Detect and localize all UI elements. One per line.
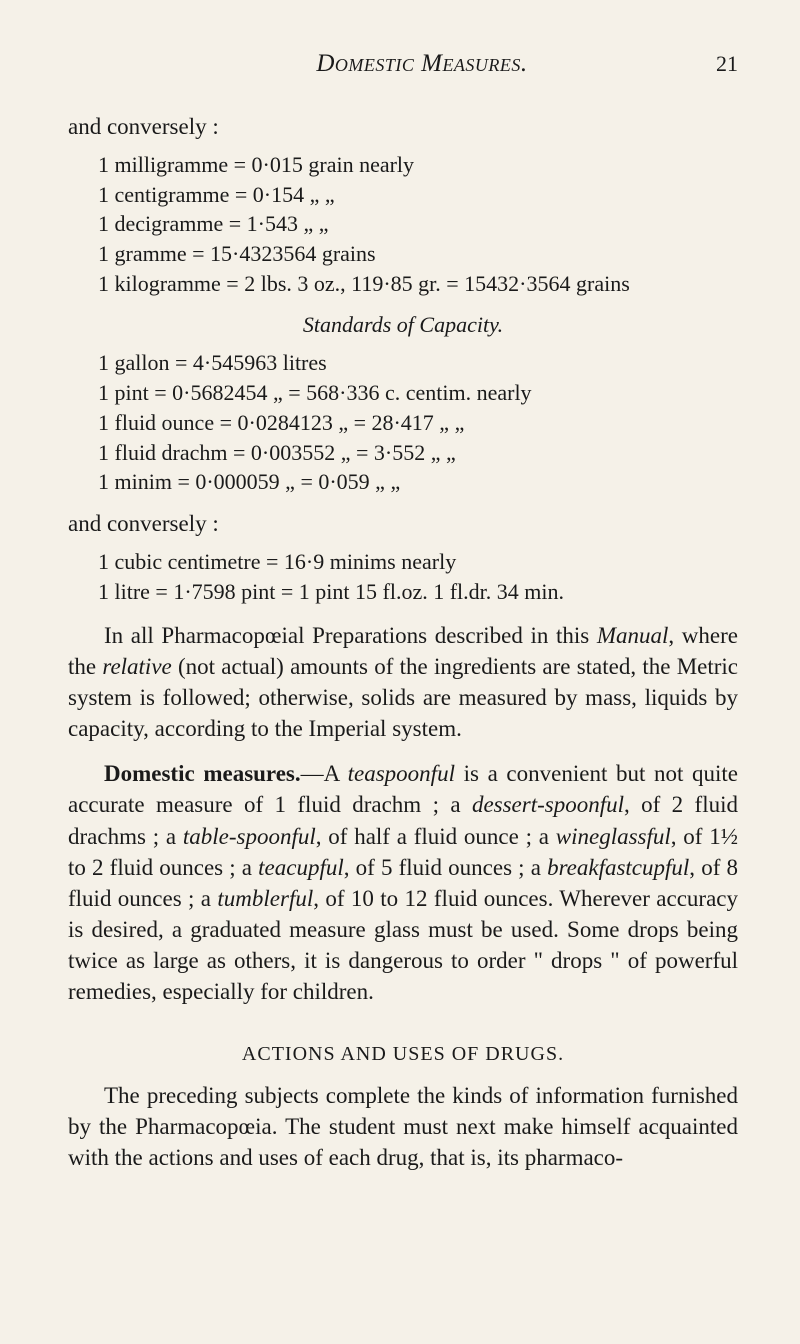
mass-line: 1 kilogramme = 2 lbs. 3 oz., 119·85 gr. … [98, 269, 738, 299]
p2-i3: table-spoonful [183, 824, 316, 849]
paragraph-1: In all Pharmacopœial Preparations descri… [68, 620, 738, 744]
p2-i6: breakfastcupful [547, 855, 689, 880]
cap-line: 1 pint = 0·5682454 „ = 568·336 c. centim… [98, 378, 738, 408]
conv-line: 1 litre = 1·7598 pint = 1 pint 15 fl.oz.… [98, 577, 738, 607]
cap-line: 1 minim = 0·000059 „ = 0·059 „ „ [98, 467, 738, 497]
p1-pre: In all Pharmacopœial Preparations descri… [104, 623, 597, 648]
capacity-block: 1 gallon = 4·545963 litres 1 pint = 0·56… [98, 348, 738, 496]
page-number: 21 [716, 51, 738, 77]
converse-1: and conversely : [68, 114, 738, 140]
p2-d: , of half a fluid ounce ; a [316, 824, 556, 849]
standards-title: Standards of Capacity. [68, 312, 738, 338]
subhead-actions: ACTIONS AND USES OF DRUGS. [68, 1043, 738, 1066]
header-title: Domestic Measures. [128, 50, 716, 78]
mass-line: 1 milligramme = 0·015 grain nearly [98, 150, 738, 180]
conv-line: 1 cubic centimetre = 16·9 minims nearly [98, 547, 738, 577]
mass-block: 1 milligramme = 0·015 grain nearly 1 cen… [98, 150, 738, 298]
paragraph-2: Domestic measures.—A teaspoonful is a co… [68, 758, 738, 1006]
converse-2: and conversely : [68, 511, 738, 537]
cap-line: 1 gallon = 4·545963 litres [98, 348, 738, 378]
cap-line: 1 fluid drachm = 0·003552 „ = 3·552 „ „ [98, 438, 738, 468]
page-header: Domestic Measures. 21 [68, 50, 738, 78]
p2-i1: teaspoonful [348, 761, 455, 786]
mass-line: 1 decigramme = 1·543 „ „ [98, 209, 738, 239]
p2-f: , of 5 fluid ounces ; a [344, 855, 547, 880]
p1-i1: Manual [597, 623, 669, 648]
p2-a: —A [301, 761, 348, 786]
page: Domestic Measures. 21 and conversely : 1… [0, 0, 800, 1213]
conv-block: 1 cubic centimetre = 16·9 minims nearly … [98, 547, 738, 606]
paragraph-3: The preceding subjects complete the kind… [68, 1080, 738, 1173]
p2-bold: Domestic measures. [104, 761, 301, 786]
p2-i4: wineglassful [556, 824, 671, 849]
p2-i7: tumblerful [217, 886, 313, 911]
mass-line: 1 centigramme = 0·154 „ „ [98, 180, 738, 210]
p2-i5: teacupful [258, 855, 344, 880]
cap-line: 1 fluid ounce = 0·0284123 „ = 28·417 „ „ [98, 408, 738, 438]
mass-line: 1 gramme = 15·4323564 grains [98, 239, 738, 269]
p1-i2: relative [102, 654, 171, 679]
p2-i2: dessert-spoonful [472, 792, 624, 817]
